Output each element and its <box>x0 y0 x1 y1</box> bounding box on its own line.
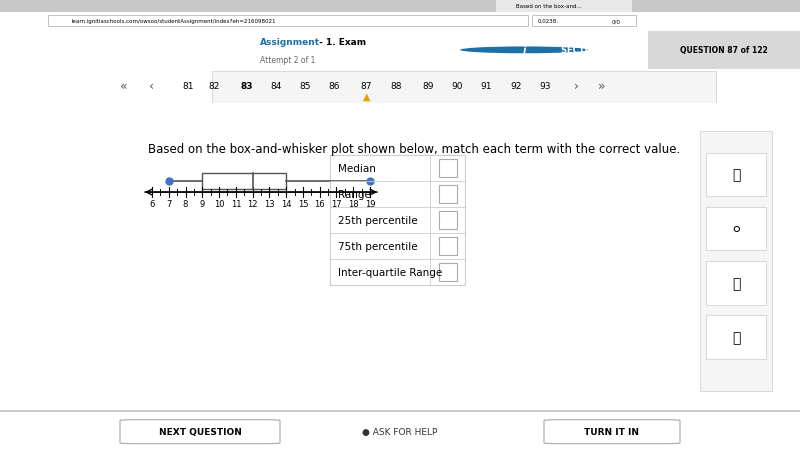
Text: 🎤: 🎤 <box>732 331 740 344</box>
Text: ASSIGNMENTS: ASSIGNMENTS <box>95 46 169 55</box>
Text: Range: Range <box>338 190 371 200</box>
Text: ▲: ▲ <box>362 91 370 101</box>
Text: - 1. Exam: - 1. Exam <box>316 38 366 46</box>
Text: 92: 92 <box>510 82 522 91</box>
Text: COURSES: COURSES <box>188 46 236 55</box>
Text: 📷: 📷 <box>732 276 740 290</box>
Text: «: « <box>120 80 128 93</box>
Text: 89: 89 <box>422 82 434 91</box>
Text: 86: 86 <box>329 82 340 91</box>
Text: 13: 13 <box>264 200 274 209</box>
Text: i: i <box>522 46 526 56</box>
Bar <box>532 16 636 27</box>
Text: ‹: ‹ <box>150 80 154 93</box>
Text: 84: 84 <box>270 82 282 91</box>
Bar <box>496 0 632 13</box>
Text: 18: 18 <box>348 200 358 209</box>
Text: 8: 8 <box>183 200 188 209</box>
Bar <box>240 32 496 70</box>
Bar <box>648 32 800 70</box>
Bar <box>438 186 457 203</box>
Text: 12: 12 <box>247 200 258 209</box>
Bar <box>0 410 800 412</box>
Text: TURN IT IN: TURN IT IN <box>585 427 639 436</box>
Bar <box>330 156 465 285</box>
Bar <box>438 160 457 178</box>
Text: 25th percentile: 25th percentile <box>338 216 418 226</box>
Text: 93: 93 <box>540 82 551 91</box>
Bar <box>438 238 457 256</box>
Text: 9: 9 <box>200 200 205 209</box>
Bar <box>202 174 286 189</box>
Text: 82: 82 <box>209 82 220 91</box>
Text: 🖨: 🖨 <box>732 168 740 182</box>
Text: Based on the box-and-whisker plot shown below, match each term with the correct : Based on the box-and-whisker plot shown … <box>148 143 680 156</box>
Text: 0.0238.: 0.0238. <box>538 19 558 24</box>
Text: »: » <box>598 80 606 93</box>
Bar <box>0 72 212 104</box>
Text: 91: 91 <box>481 82 492 91</box>
Text: 19: 19 <box>365 200 375 209</box>
Bar <box>212 72 716 104</box>
Text: 85: 85 <box>300 82 311 91</box>
Text: 11: 11 <box>230 200 241 209</box>
Text: 90: 90 <box>452 82 463 91</box>
FancyBboxPatch shape <box>544 420 680 444</box>
Text: 0/0: 0/0 <box>612 19 621 24</box>
Bar <box>438 212 457 230</box>
Text: 17: 17 <box>331 200 342 209</box>
Text: 88: 88 <box>390 82 402 91</box>
Text: 10: 10 <box>214 200 224 209</box>
Text: NEXT QUESTION: NEXT QUESTION <box>158 427 242 436</box>
Text: Based on the box-and...: Based on the box-and... <box>516 4 582 9</box>
Text: 75th percentile: 75th percentile <box>338 242 418 252</box>
Text: 15: 15 <box>298 200 308 209</box>
Bar <box>706 316 766 359</box>
Text: ›: › <box>574 80 578 93</box>
Bar <box>706 153 766 197</box>
Bar <box>48 16 528 27</box>
FancyBboxPatch shape <box>120 420 280 444</box>
Text: QUESTION 87 of 122: QUESTION 87 of 122 <box>680 46 768 55</box>
Text: SECTION 1 of 1: SECTION 1 of 1 <box>561 46 631 55</box>
Text: 87: 87 <box>361 82 372 91</box>
Text: ⚪: ⚪ <box>730 222 742 236</box>
Text: Assignment: Assignment <box>260 38 320 46</box>
Circle shape <box>460 47 588 54</box>
Bar <box>0 0 800 13</box>
Text: 7: 7 <box>166 200 171 209</box>
Bar <box>706 207 766 251</box>
Text: 14: 14 <box>281 200 291 209</box>
Text: Median: Median <box>338 164 376 174</box>
Bar <box>438 263 457 281</box>
Bar <box>706 262 766 305</box>
Text: learn.ignitiaschools.com/owsoo/studentAssignment/index?eh=216098021: learn.ignitiaschools.com/owsoo/studentAs… <box>72 19 277 24</box>
Text: Inter-quartile Range: Inter-quartile Range <box>338 267 442 277</box>
Text: 6: 6 <box>150 200 154 209</box>
Text: ● ASK FOR HELP: ● ASK FOR HELP <box>362 427 438 436</box>
Text: 83: 83 <box>240 82 253 91</box>
Text: 16: 16 <box>314 200 325 209</box>
Text: 81: 81 <box>182 82 194 91</box>
Text: Attempt 2 of 1: Attempt 2 of 1 <box>260 55 315 64</box>
